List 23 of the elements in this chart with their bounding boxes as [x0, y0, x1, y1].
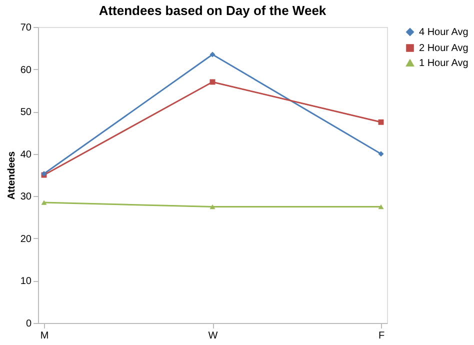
y-tick-label: 30: [20, 192, 32, 203]
chart-title: Attendees based on Day of the Week: [98, 3, 327, 18]
x-tick-label: F: [378, 330, 385, 342]
point: [378, 119, 384, 125]
y-tick-label: 50: [20, 107, 32, 118]
y-tick-label: 60: [20, 64, 32, 76]
y-tick-label: 0: [26, 318, 32, 330]
point: [210, 79, 216, 85]
legend-label: 4 Hour Avg: [419, 27, 468, 38]
legend-label: 1 Hour Avg: [419, 58, 468, 69]
y-tick-label: 70: [20, 22, 32, 34]
y-tick-label: 10: [20, 276, 32, 288]
y-tick-label: 40: [20, 149, 32, 160]
x-tick-label: W: [208, 330, 218, 342]
legend-label: 2 Hour Avg: [419, 43, 468, 54]
y-tick-label: 20: [20, 234, 32, 245]
point: [210, 204, 216, 210]
x-tick-label: M: [40, 330, 49, 342]
point: [378, 204, 384, 210]
y-axis-title: Attendees: [6, 150, 18, 200]
point: [378, 151, 384, 157]
point: [41, 200, 47, 205]
point: [210, 52, 216, 58]
